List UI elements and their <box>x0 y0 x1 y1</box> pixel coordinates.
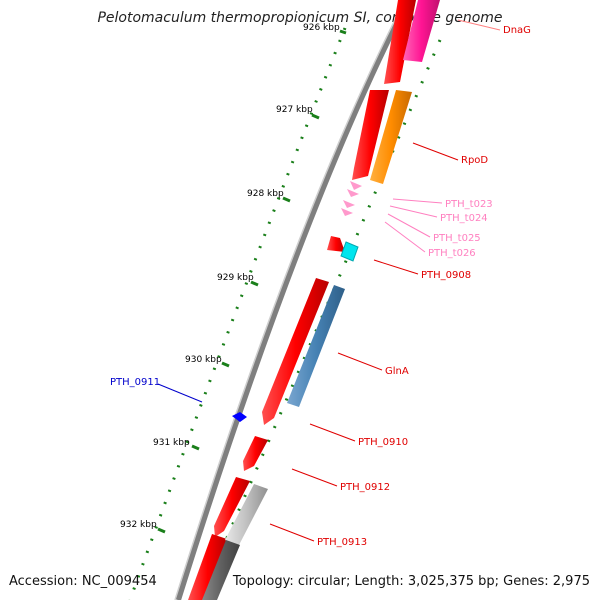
gene-outer-gray[interactable] <box>202 540 240 600</box>
label-PTH_t025[interactable]: PTH_t025 <box>433 233 481 244</box>
gene-PTH_0911-marker[interactable] <box>232 412 247 422</box>
tick-mark-926 <box>339 29 347 35</box>
callout-line-PTH_0910 <box>309 423 356 442</box>
tick-mark-928 <box>282 196 291 203</box>
gene-PTH_0913[interactable] <box>225 484 268 545</box>
gene-forward-2[interactable] <box>352 90 389 180</box>
outer-strand-genes <box>202 0 440 600</box>
label-PTH_0910[interactable]: PTH_0910 <box>358 437 408 448</box>
tick-label-931: 931 kbp <box>153 438 190 448</box>
tick-mark-927 <box>311 113 320 120</box>
gene-PTH_t026[interactable] <box>341 208 353 216</box>
topology-text: Topology: circular; Length: 3,025,375 bp… <box>232 574 590 589</box>
callout-line-PTH_t023 <box>392 198 443 204</box>
gene-PTH_0908[interactable] <box>340 241 359 262</box>
callout-line-PTH_t026 <box>384 221 426 253</box>
gene-forward-1[interactable] <box>384 0 416 84</box>
gene-PTH_t024[interactable] <box>347 189 359 197</box>
gene-GlnA[interactable] <box>287 285 345 407</box>
accession-text: Accession: NC_009454 <box>9 574 157 589</box>
label-PTH_t026[interactable]: PTH_t026 <box>428 248 476 259</box>
callout-line-PTH_0912 <box>291 468 338 487</box>
callout-line-PTH_t025 <box>387 213 431 238</box>
tick-label-930: 930 kbp <box>185 355 222 365</box>
gene-forward-5[interactable] <box>188 534 227 600</box>
callout-line-GlnA <box>337 352 383 371</box>
genome-backbone <box>175 0 411 600</box>
gene-forward-PTH_0910[interactable] <box>262 278 329 425</box>
callout-line-PTH_0911 <box>157 383 203 403</box>
label-PTH_t024[interactable]: PTH_t024 <box>440 213 488 224</box>
genome-backbone-highlight <box>174 0 406 600</box>
label-DnaG[interactable]: DnaG <box>503 25 531 36</box>
label-PTH_t023[interactable]: PTH_t023 <box>445 199 493 210</box>
gene-PTH_t023[interactable] <box>350 181 362 190</box>
gene-forward-4[interactable] <box>214 477 250 537</box>
callout-line-PTH_t024 <box>389 205 438 218</box>
label-PTH_0912[interactable]: PTH_0912 <box>340 482 390 493</box>
callout-line-DnaG <box>457 19 501 31</box>
gene-PTH_t025[interactable] <box>343 200 355 208</box>
outer-dotted-arc <box>198 39 442 600</box>
tick-label-926: 926 kbp <box>303 23 340 33</box>
gene-forward-3[interactable] <box>327 236 345 252</box>
label-GlnA[interactable]: GlnA <box>385 366 409 377</box>
label-PTH_0911[interactable]: PTH_0911 <box>110 377 160 388</box>
tick-mark-932 <box>157 527 166 534</box>
forward-strand-genes <box>188 0 416 600</box>
label-PTH_0908[interactable]: PTH_0908 <box>421 270 471 281</box>
tick-label-928: 928 kbp <box>247 189 284 199</box>
gene-forward-PTH_0912[interactable] <box>243 436 268 471</box>
callout-line-RpoD <box>412 142 459 161</box>
tick-mark-930 <box>221 361 230 368</box>
scale-tick-marks <box>157 29 347 534</box>
tick-label-932: 932 kbp <box>120 520 157 530</box>
callout-line-PTH_0908 <box>373 259 419 275</box>
callout-lines <box>157 19 501 542</box>
gene-DnaG[interactable] <box>403 0 440 62</box>
callout-line-PTH_0913 <box>269 523 315 542</box>
tick-mark-929 <box>250 280 259 287</box>
gene-RpoD[interactable] <box>370 90 412 184</box>
tick-label-927: 927 kbp <box>276 105 313 115</box>
tick-label-929: 929 kbp <box>217 273 254 283</box>
label-PTH_0913[interactable]: PTH_0913 <box>317 537 367 548</box>
tick-mark-931 <box>191 444 200 451</box>
label-RpoD[interactable]: RpoD <box>461 155 488 166</box>
